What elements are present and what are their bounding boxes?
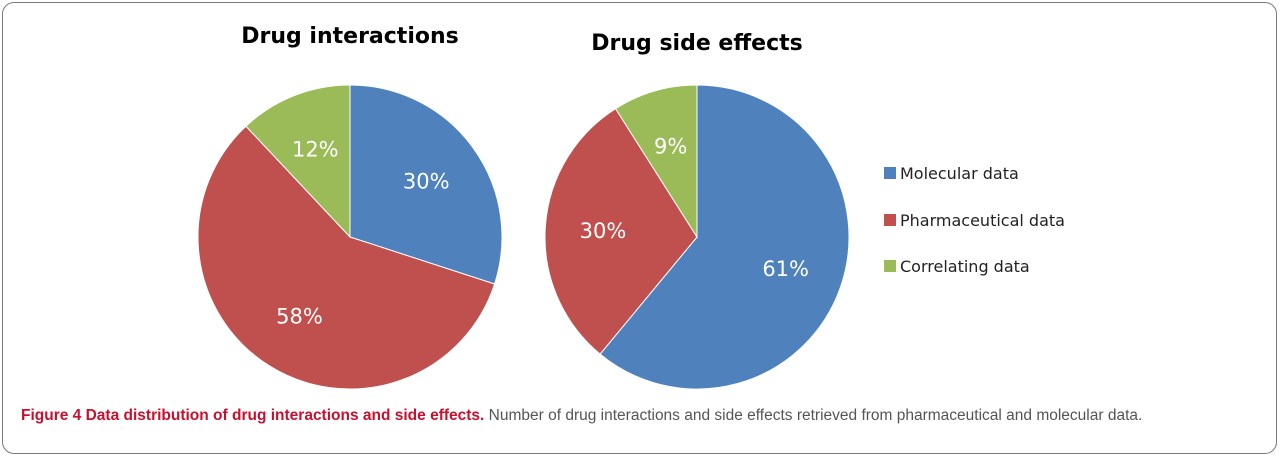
pie-slice-label-drug-interactions-pharmaceutical-data: 58% — [276, 305, 323, 329]
caption-figure-label: Figure 4 — [21, 407, 82, 424]
pie-slice-label-drug-side-effects-correlating-data: 9% — [654, 135, 687, 159]
pie-slice-drug-side-effects-pharmaceutical-data — [544, 107, 698, 355]
legend-swatch-molecular — [884, 167, 896, 179]
pie-title-drug-interactions: Drug interactions — [241, 24, 459, 49]
pie-slice-drug-interactions-correlating-data — [245, 84, 351, 239]
pie-drug-interactions: 30% 58% 12% — [197, 84, 503, 390]
legend-label-correlating: Correlating data — [900, 257, 1030, 276]
pie-slice-drug-side-effects-molecular-data — [599, 84, 850, 390]
pie-title-drug-side-effects: Drug side effects — [591, 31, 802, 56]
pie-slice-label-drug-side-effects-pharmaceutical-data: 30% — [580, 219, 627, 243]
legend: Molecular data Pharmaceutical data Corre… — [884, 164, 1065, 276]
pie-slice-drug-interactions-pharmaceutical-data — [197, 125, 496, 390]
legend-swatch-pharmaceutical — [884, 214, 896, 226]
pie-slice-label-drug-side-effects-molecular-data: 61% — [762, 257, 809, 281]
figure-chart: Drug interactions Drug side effects 30% 5… — [197, 24, 1065, 390]
caption-title: Data distribution of drug interactions a… — [85, 407, 485, 424]
pie-slice-label-drug-interactions-correlating-data: 12% — [292, 137, 339, 161]
legend-label-molecular: Molecular data — [900, 164, 1019, 183]
legend-swatch-correlating — [884, 260, 896, 272]
caption-text: Number of drug interactions and side eff… — [488, 407, 1143, 424]
pie-slice-label-drug-interactions-molecular-data: 30% — [403, 170, 450, 194]
legend-label-pharmaceutical: Pharmaceutical data — [900, 211, 1065, 230]
pie-drug-side-effects: 61% 30% 9% — [544, 84, 850, 390]
figure-caption: Figure 4 Data distribution of drug inter… — [21, 405, 1266, 426]
pie-slice-drug-interactions-molecular-data — [349, 84, 503, 285]
pie-slice-drug-side-effects-correlating-data — [614, 84, 698, 239]
